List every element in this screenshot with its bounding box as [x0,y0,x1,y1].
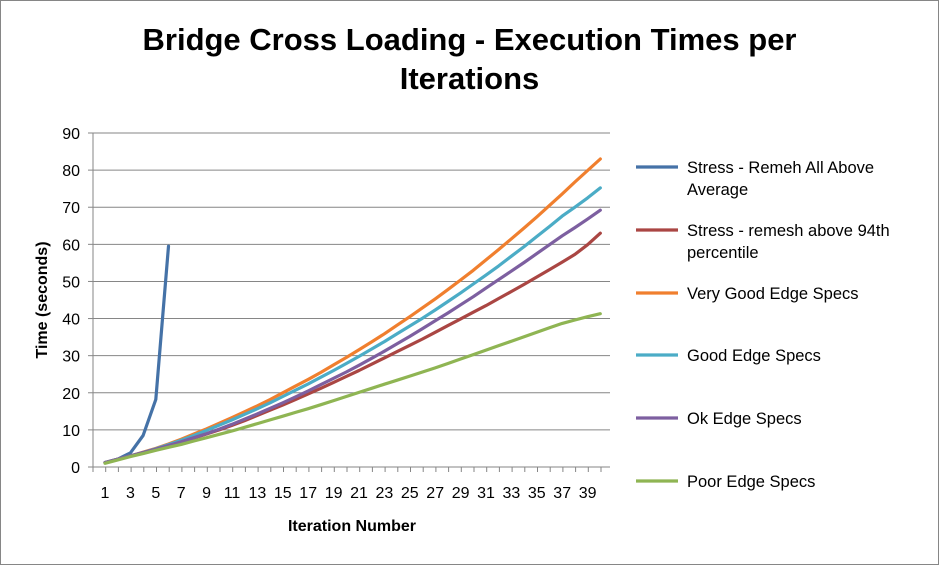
y-tick-label: 60 [62,237,80,254]
x-tick-label: 9 [202,485,211,502]
x-axis-title: Iteration Number [288,518,416,535]
y-tick-label: 50 [62,274,80,291]
legend-label: Ok Edge Specs [687,410,802,428]
y-axis-title: Time (seconds) [34,241,51,358]
x-tick-label: 29 [452,485,470,502]
y-tick-label: 10 [62,423,80,440]
legend-item-4: Good Edge Specs [636,347,821,365]
x-tick-label: 31 [477,485,495,502]
x-tick-label: 23 [376,485,394,502]
series-line-6 [103,312,602,465]
chart-title-line-2: Iterations [399,61,540,96]
x-tick-label: 33 [503,485,521,502]
chart-title: Bridge Cross Loading - Execution Times p… [0,20,939,98]
y-tick-label: 80 [62,163,80,180]
x-tick-label: 11 [224,485,241,502]
legend-item-6: Poor Edge Specs [636,473,815,491]
series-line-5 [103,208,602,465]
y-tick-label: 30 [62,349,80,366]
x-tick-label: 25 [401,485,419,502]
y-tick-label: 40 [62,312,80,329]
x-tick-label: 21 [350,485,368,502]
legend-label: Very Good Edge Specs [687,285,859,303]
x-tick-label: 13 [249,485,267,502]
series-line-3 [103,157,602,465]
x-tick-label: 37 [553,485,571,502]
x-tick-label: 27 [426,485,444,502]
legend-label: Good Edge Specs [687,347,821,365]
series-line-2 [103,231,602,465]
x-tick-label: 39 [579,485,597,502]
series-line-4 [103,186,602,465]
legend-label: Stress - remesh above 94th [687,222,890,240]
legend-label: Average [687,181,748,199]
x-tick-label: 19 [325,485,343,502]
legend-item-3: Very Good Edge Specs [636,285,859,303]
legend-label: Poor Edge Specs [687,473,815,491]
y-tick-label: 70 [62,200,80,217]
x-tick-label: 5 [151,485,160,502]
y-tick-label: 0 [71,460,80,477]
chart-title-line-1: Bridge Cross Loading - Execution Times p… [142,22,797,57]
legend-item-2: Stress - remesh above 94th percentile [636,222,890,262]
legend-item-1: Stress - Remeh All Above Average [636,159,874,199]
x-tick-label: 35 [528,485,546,502]
x-tick-label: 7 [177,485,186,502]
x-tick-label: 3 [126,485,135,502]
legend-label: percentile [687,244,759,262]
series-lines [103,157,602,465]
y-tick-label: 20 [62,386,80,403]
y-tick-label: 90 [62,126,80,143]
x-tick-label: 15 [274,485,292,502]
x-tick-label: 17 [299,485,317,502]
gridlines [93,132,610,431]
legend-item-5: Ok Edge Specs [636,410,802,428]
legend-label: Stress - Remeh All Above [687,159,874,177]
x-tick-label: 1 [101,485,110,502]
